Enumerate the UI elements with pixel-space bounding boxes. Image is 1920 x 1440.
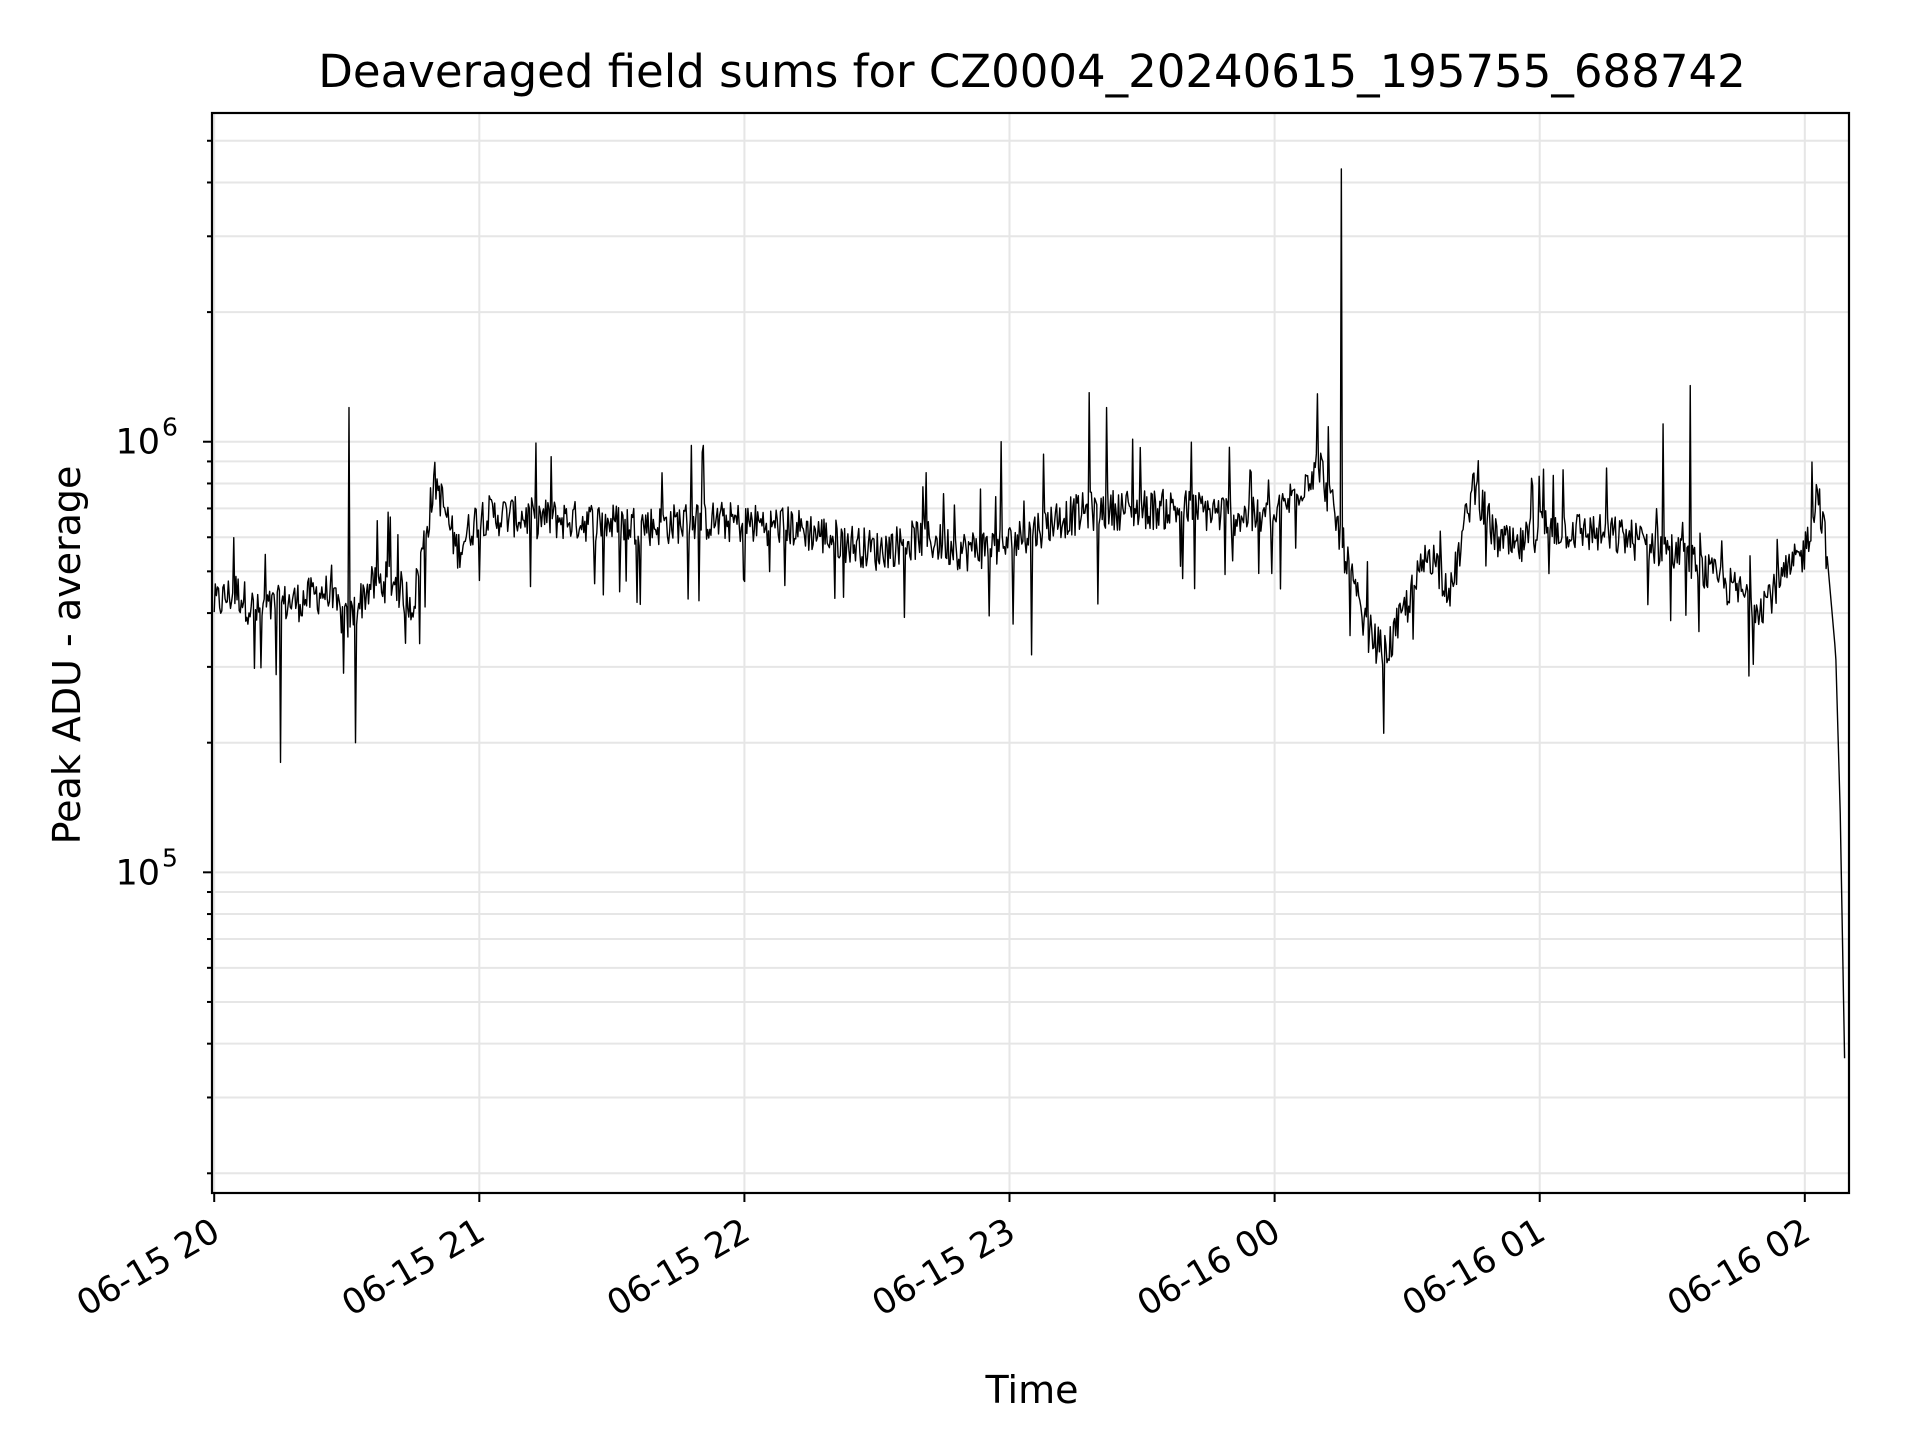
x-tick-label: 06-16 01 [1396, 1211, 1552, 1324]
y-axis-label: Peak ADU - average [45, 466, 89, 845]
data-series [213, 168, 1846, 1059]
x-tick-label: 06-16 02 [1661, 1211, 1817, 1324]
y-tick-exponent: 6 [162, 413, 178, 442]
x-tick-label: 06-16 00 [1131, 1211, 1287, 1324]
x-tick-label: 06-15 21 [336, 1211, 492, 1324]
y-tick-label: 10 5 [115, 843, 177, 893]
chart-title: Deaveraged field sums for CZ0004_2024061… [318, 45, 1745, 98]
x-tick-label: 06-15 20 [70, 1211, 226, 1324]
x-tick-label: 06-15 22 [601, 1211, 757, 1324]
x-axis-ticks: 06-15 20 06-15 21 06-15 22 06-15 23 06-16 00… [70, 1193, 1817, 1324]
y-tick-exponent: 5 [162, 843, 178, 872]
x-tick-label: 06-15 23 [866, 1211, 1022, 1324]
x-axis-label: Time [985, 1368, 1079, 1412]
y-tick-base: 10 [115, 853, 160, 893]
plot-frame [210, 111, 1851, 1195]
y-tick-base: 10 [115, 423, 160, 463]
y-tick-label: 10 6 [115, 413, 177, 463]
grid [212, 113, 1849, 1193]
series-line [213, 168, 1846, 1059]
